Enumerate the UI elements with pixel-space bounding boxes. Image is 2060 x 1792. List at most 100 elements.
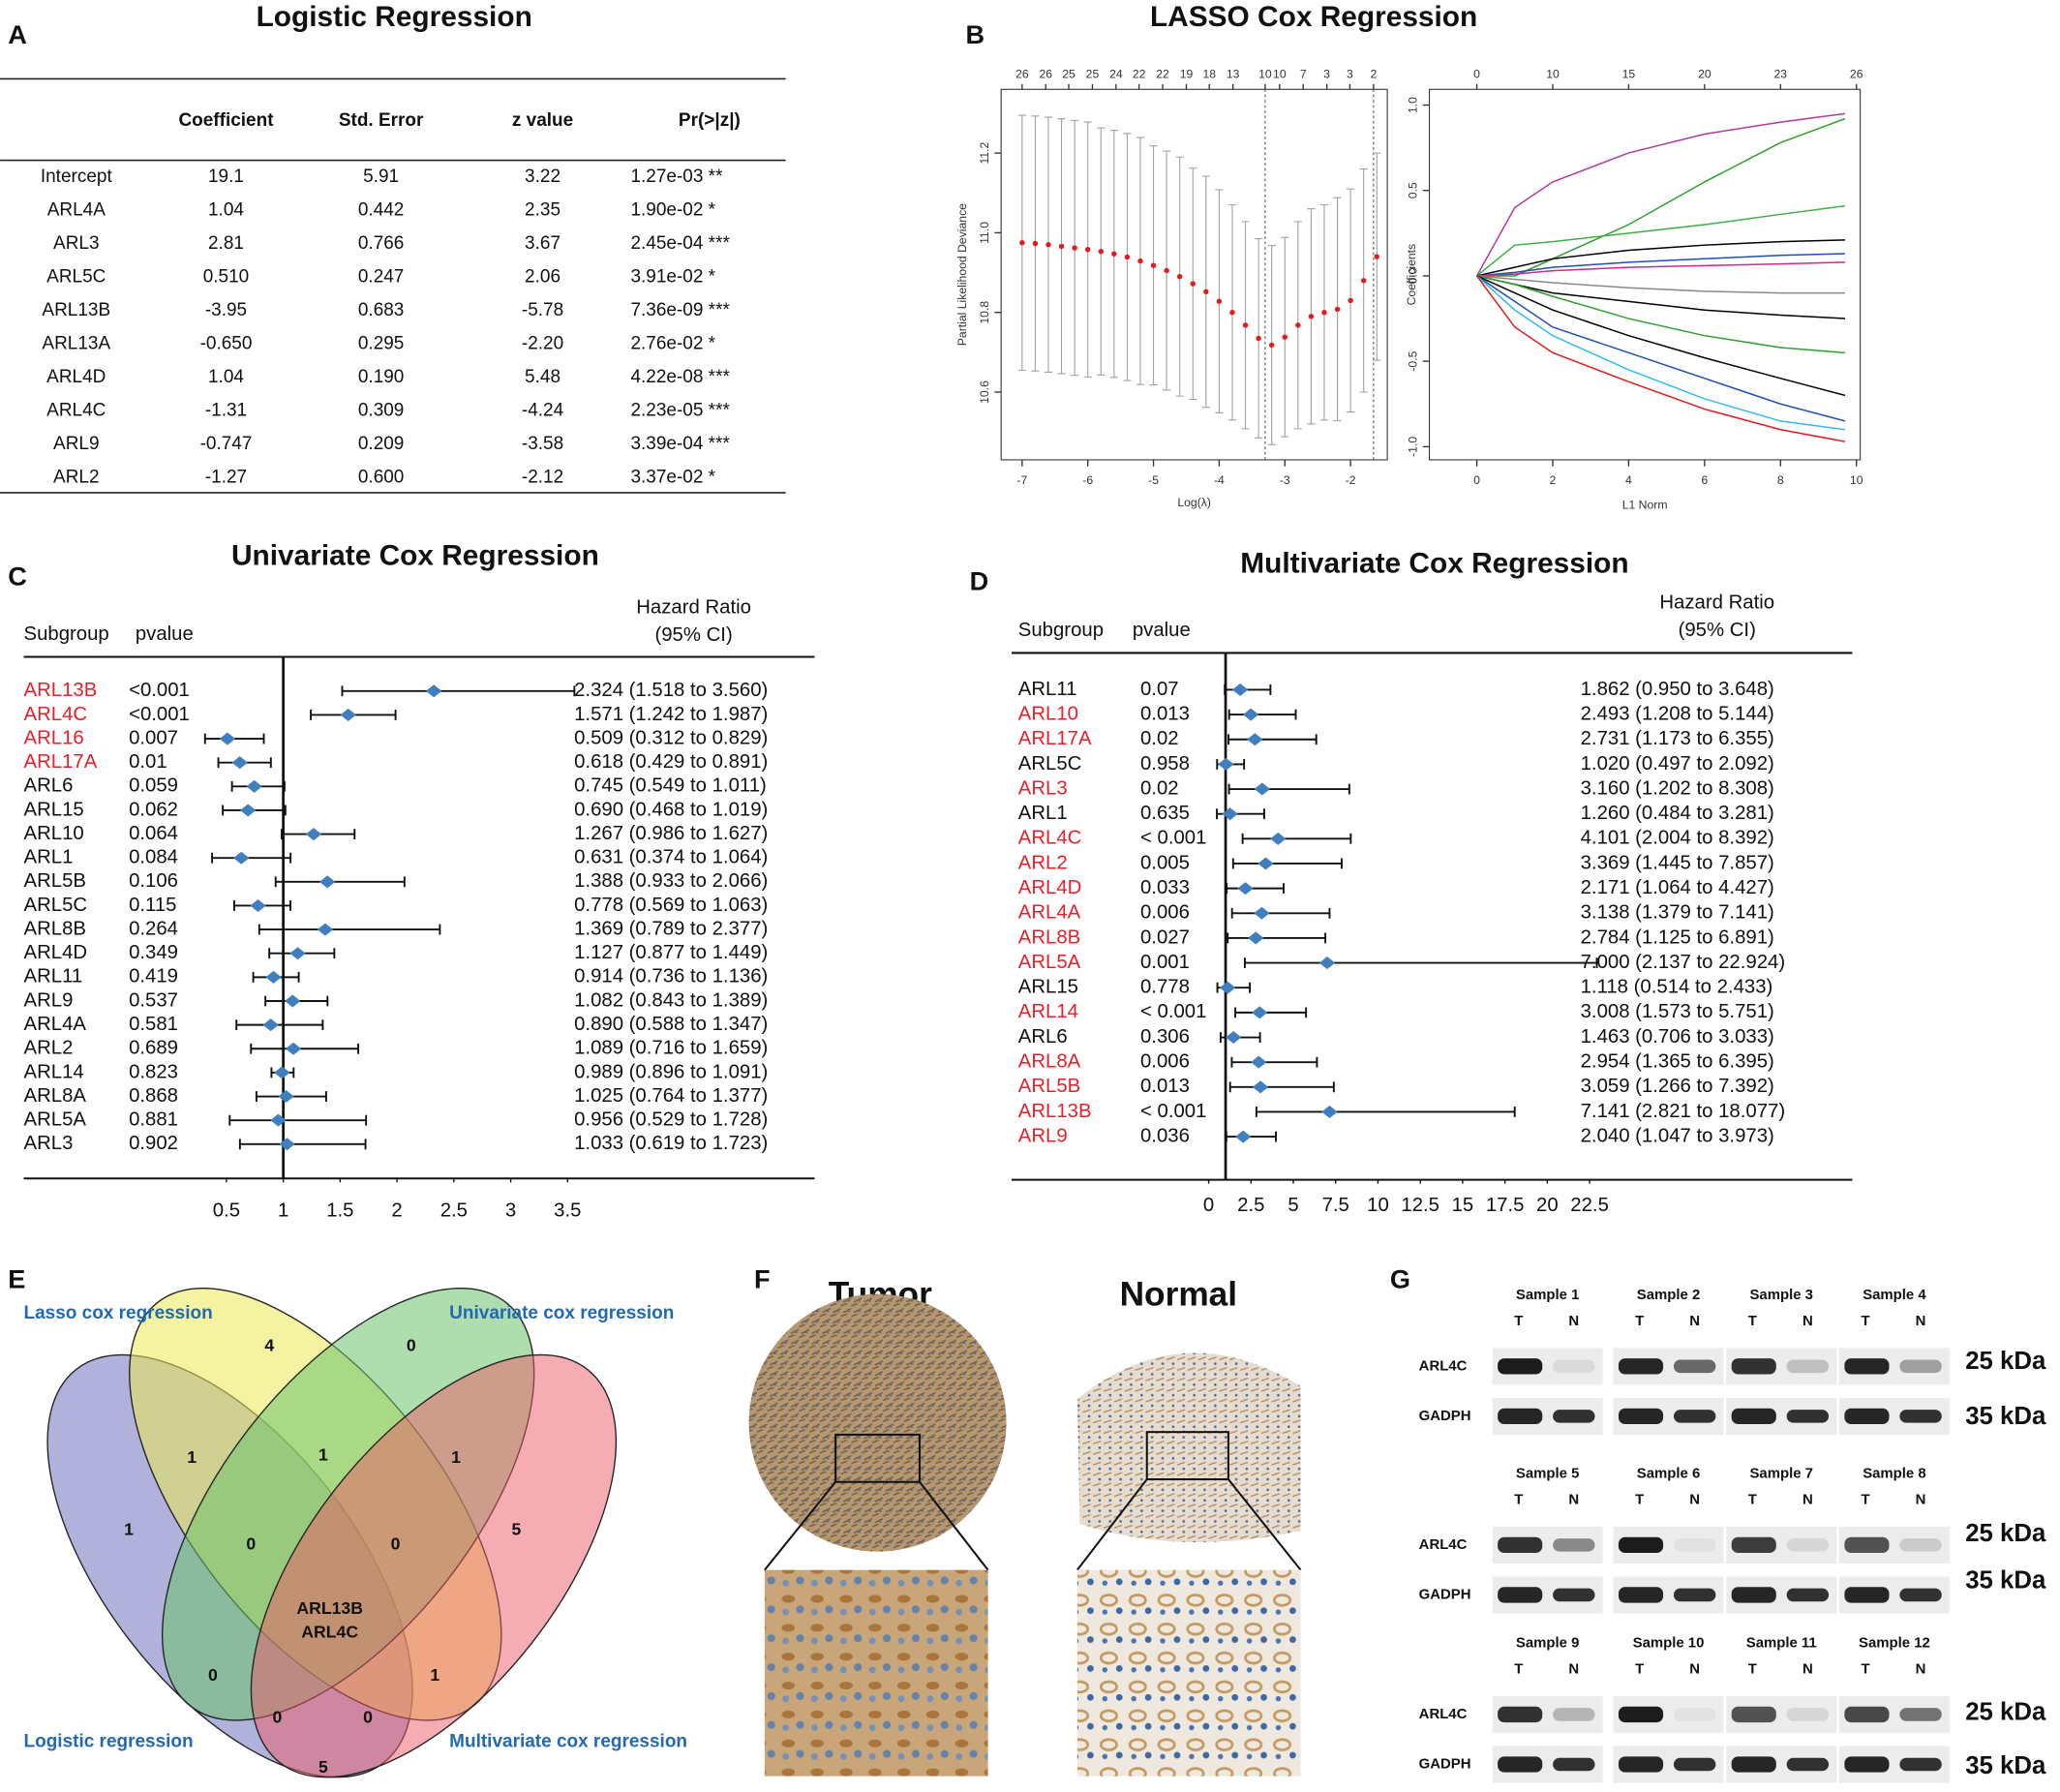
sample-label: Sample 3 <box>1749 1287 1812 1303</box>
pvalue: 0.264 <box>129 918 178 939</box>
point <box>1019 239 1025 246</box>
table-cell: 2.81 <box>208 233 244 254</box>
venn-set-label: Lasso cox regression <box>24 1303 213 1323</box>
sample-label: Sample 1 <box>1516 1287 1579 1303</box>
ci-line <box>341 685 576 697</box>
ci-line <box>1227 932 1327 944</box>
hr-label: 3.008 (1.573 to 5.751) <box>1581 1001 1774 1022</box>
x2-tick-label: 3 <box>1347 68 1353 81</box>
lane-label: N <box>1916 1313 1926 1329</box>
pvalue: 0.868 <box>129 1085 178 1107</box>
protein-label: GADPH <box>1419 1586 1471 1602</box>
estimate <box>1235 1130 1252 1143</box>
estimate <box>317 923 334 936</box>
size-label: 25 kDa <box>1965 1520 2046 1547</box>
x2-tick-label: 0 <box>1473 68 1480 81</box>
estimate <box>426 684 442 698</box>
point <box>1045 242 1051 248</box>
point <box>1124 254 1131 260</box>
pvalue: 0.005 <box>1140 852 1190 873</box>
pvalue: 0.007 <box>129 727 178 748</box>
estimate <box>285 994 301 1008</box>
subgroup: ARL14 <box>1018 1001 1078 1022</box>
estimate <box>1318 957 1336 970</box>
subgroup: ARL4D <box>24 942 88 963</box>
hr-label: 0.631 (0.374 to 1.064) <box>574 847 768 868</box>
sample-label: Sample 6 <box>1637 1466 1700 1482</box>
subgroup: ARL4A <box>1018 902 1081 924</box>
subgroup: ARL9 <box>24 989 74 1011</box>
y-tick-label: 11.0 <box>978 222 991 244</box>
y-axis-label: Partial Likelihood Deviance <box>955 203 969 346</box>
series-line <box>1476 275 1846 431</box>
band <box>1673 1538 1716 1552</box>
band <box>1844 1756 1890 1773</box>
band <box>1618 1706 1664 1723</box>
ci-line <box>1230 1056 1318 1068</box>
estimate <box>1218 757 1234 771</box>
x2-tick-label: 23 <box>1774 68 1788 81</box>
lane-label: T <box>1748 1492 1757 1508</box>
lane-label: N <box>1689 1492 1700 1508</box>
estimate <box>262 1018 279 1032</box>
estimate <box>1243 708 1259 721</box>
x-tick-label: 2 <box>1550 473 1557 487</box>
lane-label: N <box>1802 1661 1813 1678</box>
band <box>1786 1757 1830 1772</box>
band <box>1618 1536 1664 1554</box>
subgroup: ARL13B <box>1018 1101 1092 1122</box>
estimate <box>231 756 248 770</box>
band <box>1673 1410 1716 1423</box>
subgroup: ARL10 <box>24 823 84 844</box>
lane-label: N <box>1568 1313 1579 1329</box>
x-tick-label: 17.5 <box>1486 1195 1525 1216</box>
table-cell: 2.45e-04 *** <box>630 233 730 254</box>
series-line <box>1475 275 1846 442</box>
table-cell: 19.1 <box>208 167 244 187</box>
band <box>1844 1536 1890 1554</box>
hr-header: (95% CI) <box>1679 620 1756 641</box>
sample-label: Sample 2 <box>1637 1287 1700 1303</box>
series-line <box>1476 253 1845 277</box>
band <box>1673 1588 1716 1602</box>
series-line <box>1476 275 1846 422</box>
ihc-core <box>748 1293 1007 1552</box>
band <box>1786 1588 1830 1602</box>
subgroup: ARL8A <box>1018 1051 1081 1073</box>
hr-label: 1.082 (0.843 to 1.389) <box>574 989 768 1011</box>
x2-tick-label: 22 <box>1133 68 1146 81</box>
band <box>1844 1408 1890 1425</box>
table-cell: 1.27e-03 ** <box>630 167 723 187</box>
ci-line <box>1255 1107 1516 1117</box>
col-header: pvalue <box>136 623 194 645</box>
panel-label: D <box>970 566 989 596</box>
table-cell: 2.06 <box>525 267 560 288</box>
hr-label: 2.040 (1.047 to 3.973) <box>1581 1125 1774 1146</box>
venn-set-label: Multivariate cox regression <box>449 1731 687 1751</box>
band <box>1731 1358 1776 1375</box>
hr-label: 2.493 (1.208 to 5.144) <box>1581 703 1774 724</box>
pvalue: 0.115 <box>129 895 176 916</box>
point <box>1072 245 1077 251</box>
subgroup: ARL15 <box>24 799 84 820</box>
lane-label: T <box>1635 1492 1644 1508</box>
hr-label: 7.000 (2.137 to 22.924) <box>1581 952 1786 973</box>
series-line <box>1476 239 1845 277</box>
hr-label: 2.324 (1.518 to 3.560) <box>574 680 768 701</box>
estimate <box>250 898 266 912</box>
subgroup: ARL4A <box>24 1014 87 1035</box>
point <box>1190 281 1196 287</box>
estimate <box>240 804 257 817</box>
estimate <box>1222 807 1238 821</box>
table-cell: 3.37e-02 * <box>630 467 715 487</box>
x-tick-label: 20 <box>1536 1195 1559 1216</box>
ihc-core <box>1076 1352 1301 1543</box>
hr-label: 1.260 (0.484 to 3.281) <box>1581 803 1774 824</box>
table-cell: 1.04 <box>208 200 244 221</box>
estimate <box>319 875 336 889</box>
venn-count: 5 <box>318 1757 328 1777</box>
table-cell: -2.12 <box>522 467 563 487</box>
hr-label: 1.862 (0.950 to 3.648) <box>1581 679 1774 700</box>
point <box>1084 246 1091 253</box>
hr-label: 1.118 (0.514 to 2.433) <box>1581 977 1773 998</box>
